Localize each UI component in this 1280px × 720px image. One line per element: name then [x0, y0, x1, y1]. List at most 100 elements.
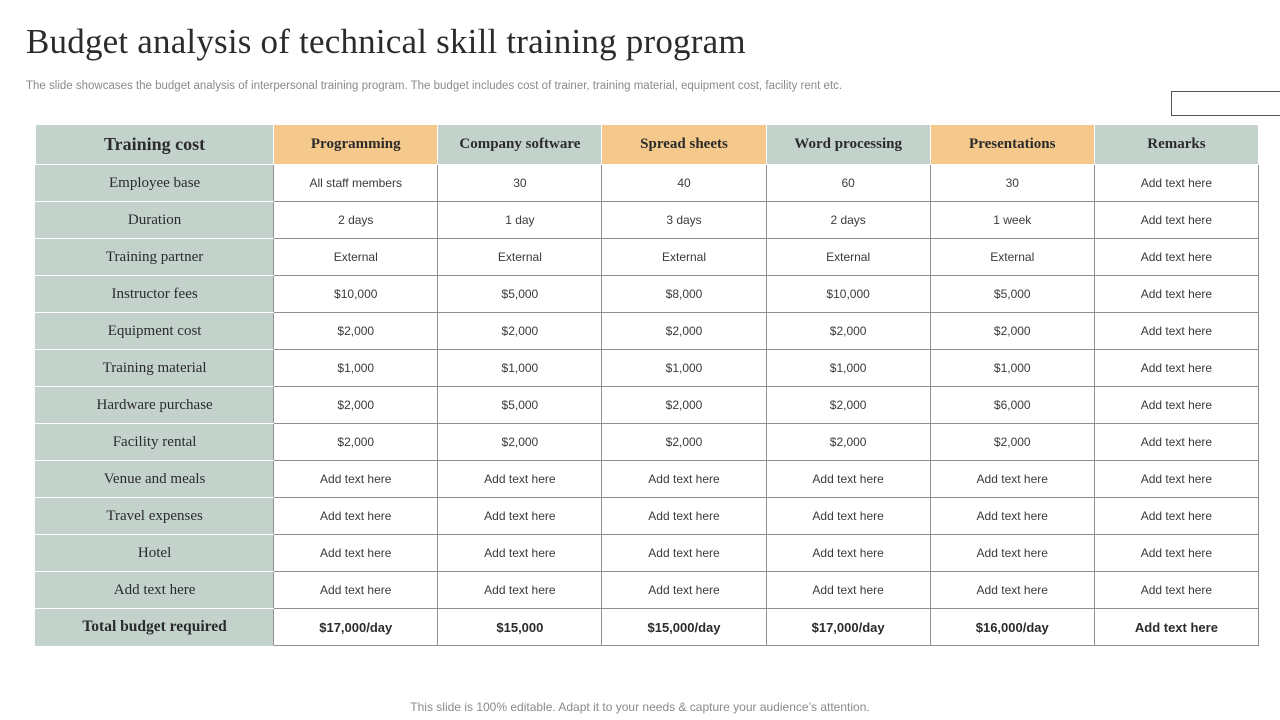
- table-cell: $5,000: [929, 275, 1095, 313]
- table-cell: Add text here: [929, 460, 1095, 498]
- table-cell: Add text here: [929, 534, 1095, 572]
- table-cell: $1,000: [437, 349, 603, 387]
- header-col-spread-sheets: Spread sheets: [601, 124, 767, 165]
- table-row: Equipment cost $2,000 $2,000 $2,000 $2,000 $2…: [34, 312, 1260, 350]
- table-cell: Add text here: [1093, 534, 1260, 572]
- table-cell: Add text here: [437, 497, 603, 535]
- table-cell: $2,000: [273, 312, 439, 350]
- table-cell: $1,000: [929, 349, 1095, 387]
- table-row: Training partner External External External…: [34, 238, 1260, 276]
- row-label: Instructor fees: [34, 275, 275, 313]
- table-cell: Add text here: [601, 534, 767, 572]
- table-row: Venue and meals Add text here Add text her…: [34, 460, 1260, 498]
- table-cell: Add text here: [1093, 386, 1260, 424]
- table-row: Hardware purchase $2,000 $5,000 $2,000 $2,00…: [34, 386, 1260, 424]
- table-cell: Add text here: [1093, 201, 1260, 239]
- table-cell: $1,000: [765, 349, 931, 387]
- row-label: Venue and meals: [34, 460, 275, 498]
- table-cell: $1,000: [273, 349, 439, 387]
- empty-text-box: [1171, 91, 1280, 116]
- table-cell: Add text here: [1093, 164, 1260, 202]
- table-cell: 40: [601, 164, 767, 202]
- table-cell: 2 days: [273, 201, 439, 239]
- table-cell: $2,000: [437, 423, 603, 461]
- table-cell: 30: [437, 164, 603, 202]
- table-body: Employee base All staff members 30 40 60 30 Ad…: [34, 164, 1260, 646]
- row-label: Duration: [34, 201, 275, 239]
- table-cell: $2,000: [273, 386, 439, 424]
- table-cell: External: [273, 238, 439, 276]
- header-training-cost: Training cost: [34, 124, 275, 165]
- table-row: Training material $1,000 $1,000 $1,000 $1,00…: [34, 349, 1260, 387]
- table-cell: Add text here: [765, 534, 931, 572]
- table-cell: $2,000: [929, 423, 1095, 461]
- total-cell: Add text here: [1093, 608, 1260, 646]
- header-col-remarks: Remarks: [1093, 124, 1260, 165]
- table-cell: Add text here: [273, 460, 439, 498]
- table-cell: Add text here: [1093, 423, 1260, 461]
- table-cell: 2 days: [765, 201, 931, 239]
- header-col-programming: Programming: [273, 124, 439, 165]
- table-row: Employee base All staff members 30 40 60 30 Ad…: [34, 164, 1260, 202]
- table-cell: External: [765, 238, 931, 276]
- table-cell: Add text here: [765, 497, 931, 535]
- table-cell: Add text here: [1093, 460, 1260, 498]
- table-cell: Add text here: [437, 460, 603, 498]
- row-label: Hotel: [34, 534, 275, 572]
- header-col-word-processing: Word processing: [765, 124, 931, 165]
- total-cell: $17,000/day: [765, 608, 931, 646]
- table-cell: External: [929, 238, 1095, 276]
- table-cell: Add text here: [1093, 275, 1260, 313]
- table-cell: $2,000: [765, 386, 931, 424]
- table-cell: $6,000: [929, 386, 1095, 424]
- table-cell: Add text here: [601, 571, 767, 609]
- total-cell: $16,000/day: [929, 608, 1095, 646]
- table-cell: $8,000: [601, 275, 767, 313]
- table-cell: $2,000: [437, 312, 603, 350]
- table-cell: Add text here: [765, 571, 931, 609]
- table-cell: 1 week: [929, 201, 1095, 239]
- table-cell: $2,000: [273, 423, 439, 461]
- table-cell: Add text here: [1093, 349, 1260, 387]
- total-row-label: Total budget required: [34, 608, 275, 646]
- table-cell: Add text here: [273, 497, 439, 535]
- table-cell: $1,000: [601, 349, 767, 387]
- table-cell: $5,000: [437, 386, 603, 424]
- table-cell: 1 day: [437, 201, 603, 239]
- table-cell: Add text here: [1093, 238, 1260, 276]
- table-cell: External: [437, 238, 603, 276]
- table-header-row: Training cost Programming Company softwa…: [34, 124, 1260, 165]
- total-cell: $15,000: [437, 608, 603, 646]
- total-cell: $15,000/day: [601, 608, 767, 646]
- table-cell: $2,000: [601, 386, 767, 424]
- slide-subtitle: The slide showcases the budget analysis …: [26, 80, 843, 92]
- table-row: Instructor fees $10,000 $5,000 $8,000 $10,00…: [34, 275, 1260, 313]
- header-col-presentations: Presentations: [929, 124, 1095, 165]
- row-label: Hardware purchase: [34, 386, 275, 424]
- table-cell: $2,000: [765, 423, 931, 461]
- table-row: Duration 2 days 1 day 3 days 2 days 1 week Add…: [34, 201, 1260, 239]
- table-cell: Add text here: [601, 497, 767, 535]
- table-row: Add text here Add text here Add text here A…: [34, 571, 1260, 609]
- table-cell: Add text here: [437, 571, 603, 609]
- row-label: Employee base: [34, 164, 275, 202]
- table-cell: Add text here: [601, 460, 767, 498]
- table-cell: Add text here: [1093, 312, 1260, 350]
- table-cell: $2,000: [601, 423, 767, 461]
- table-cell: $10,000: [765, 275, 931, 313]
- table-cell: $10,000: [273, 275, 439, 313]
- table-cell: 60: [765, 164, 931, 202]
- table-cell: 30: [929, 164, 1095, 202]
- table-cell: Add text here: [929, 571, 1095, 609]
- table-cell: All staff members: [273, 164, 439, 202]
- total-cell: $17,000/day: [273, 608, 439, 646]
- table-cell: $5,000: [437, 275, 603, 313]
- table-cell: $2,000: [765, 312, 931, 350]
- slide-title: Budget analysis of technical skill train…: [26, 22, 746, 61]
- table-row: Facility rental $2,000 $2,000 $2,000 $2,000 $…: [34, 423, 1260, 461]
- total-row: Total budget required $17,000/day $15,000 $…: [34, 608, 1260, 646]
- table-cell: 3 days: [601, 201, 767, 239]
- row-label: Facility rental: [34, 423, 275, 461]
- table-cell: $2,000: [601, 312, 767, 350]
- table-row: Travel expenses Add text here Add text her…: [34, 497, 1260, 535]
